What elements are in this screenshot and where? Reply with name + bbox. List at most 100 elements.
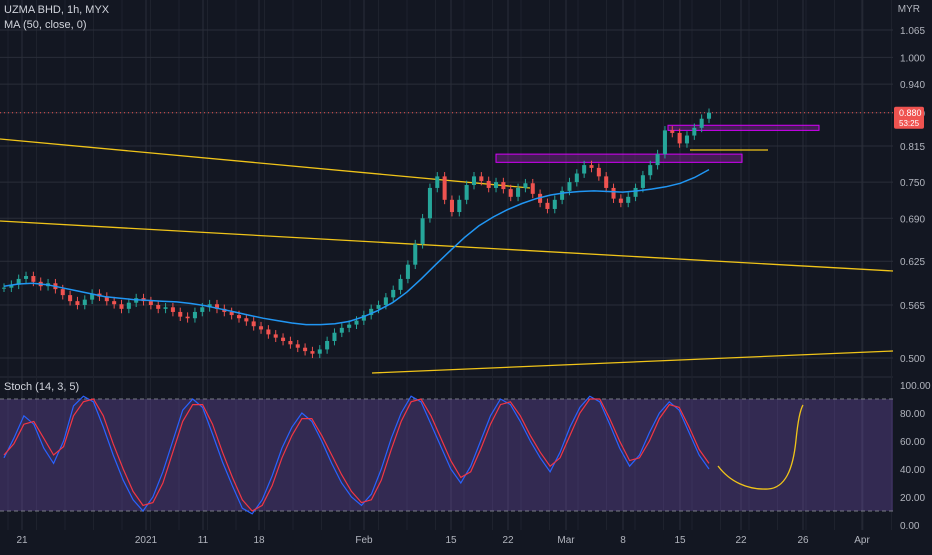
candle-body bbox=[530, 183, 535, 194]
y-tick-label: 0.750 bbox=[900, 178, 925, 189]
candle-body bbox=[383, 297, 388, 305]
candle-body bbox=[24, 276, 29, 279]
stoch-d-line bbox=[3, 398, 710, 512]
stoch-indicator-label[interactable]: Stoch (14, 3, 5) bbox=[4, 381, 80, 393]
candle-body bbox=[398, 278, 403, 290]
candle-body bbox=[596, 167, 601, 177]
candle-body bbox=[207, 304, 212, 308]
candle-body bbox=[68, 295, 73, 302]
axis-layer: 21 2021 11 18 Feb 15 22 Mar 8 15 22 26 Apr 1.065 1.000… bbox=[16, 26, 931, 546]
candle-body bbox=[420, 218, 425, 245]
current-price-label: 0.880 bbox=[899, 108, 922, 118]
stoch-tick-label: 40.00 bbox=[900, 465, 925, 476]
countdown-label: 53:25 bbox=[899, 119, 920, 128]
candle-body bbox=[236, 315, 242, 319]
stoch-projection-curve bbox=[717, 404, 804, 490]
candle-body bbox=[148, 301, 153, 305]
candle-body bbox=[339, 327, 344, 333]
y-tick-label: 0.690 bbox=[900, 214, 925, 225]
x-tick-label: 21 bbox=[16, 535, 28, 546]
x-tick-label: Mar bbox=[557, 535, 575, 546]
candle-body bbox=[633, 187, 638, 197]
candle-body bbox=[618, 198, 623, 203]
x-tick-label: 22 bbox=[735, 535, 747, 546]
stoch-k-line bbox=[3, 395, 710, 515]
x-tick-label: 8 bbox=[620, 535, 626, 546]
x-tick-label: 2021 bbox=[135, 535, 158, 546]
candle-body bbox=[449, 199, 454, 213]
candle-body bbox=[457, 199, 462, 213]
candle-body bbox=[170, 307, 175, 312]
x-tick-label: 15 bbox=[674, 535, 686, 546]
trendline-layer[interactable] bbox=[0, 138, 894, 374]
candle-body bbox=[295, 344, 300, 348]
ma-line bbox=[3, 168, 710, 326]
candle-body bbox=[244, 318, 249, 322]
ma-indicator-label[interactable]: MA (50, close, 0) bbox=[4, 19, 87, 31]
candle-body bbox=[670, 130, 675, 133]
candle-body bbox=[442, 176, 447, 200]
candle-body bbox=[251, 321, 256, 327]
candle-body bbox=[200, 307, 205, 312]
y-tick-label: 0.815 bbox=[900, 142, 925, 153]
candle-body bbox=[354, 320, 359, 325]
candle-body bbox=[90, 293, 95, 300]
support-trendline bbox=[371, 350, 894, 374]
symbol-title[interactable]: UZMA BHD, 1h, MYX bbox=[4, 4, 110, 16]
candle-body bbox=[82, 299, 87, 305]
candle-body bbox=[369, 308, 374, 316]
candle-body bbox=[266, 329, 271, 335]
candle-body bbox=[662, 130, 667, 155]
candle-body bbox=[178, 311, 183, 317]
candle-body bbox=[229, 311, 234, 316]
candle-body bbox=[376, 304, 381, 309]
candle-body bbox=[156, 304, 161, 309]
y-tick-label: 1.065 bbox=[900, 26, 925, 37]
candle-body bbox=[560, 190, 565, 200]
candle-body bbox=[640, 175, 645, 188]
candle-body bbox=[523, 183, 528, 188]
candle-body bbox=[413, 244, 418, 265]
candle-body bbox=[317, 349, 322, 354]
current-price-label-bg bbox=[894, 106, 924, 129]
stoch-band bbox=[0, 399, 893, 511]
candle-body bbox=[582, 165, 587, 174]
x-tick-label: 11 bbox=[198, 535, 209, 546]
x-tick-label: 26 bbox=[797, 535, 809, 546]
candle-body bbox=[574, 173, 579, 183]
candle-body bbox=[435, 176, 440, 188]
currency-label: MYR bbox=[897, 4, 920, 15]
candle-body bbox=[626, 196, 631, 203]
candle-body bbox=[655, 154, 660, 166]
candle-body bbox=[16, 278, 21, 285]
candle-body bbox=[112, 301, 117, 305]
candle-body bbox=[552, 199, 557, 209]
resistance-zone bbox=[495, 153, 743, 163]
candle-body bbox=[163, 307, 168, 309]
candle-body bbox=[347, 324, 352, 328]
candle-body bbox=[9, 284, 14, 288]
y-tick-label: 1.000 bbox=[900, 53, 925, 64]
candle-body bbox=[361, 315, 366, 321]
stoch-layer bbox=[0, 395, 893, 515]
candle-body bbox=[303, 347, 308, 352]
y-tick-label: 0.565 bbox=[900, 301, 925, 312]
y-tick-label: 0.625 bbox=[900, 257, 925, 268]
candle-body bbox=[31, 276, 36, 282]
candle-body bbox=[464, 185, 469, 200]
candle-body bbox=[214, 304, 219, 309]
candle-body bbox=[486, 180, 491, 188]
candle-body bbox=[706, 112, 712, 119]
lower-trendline bbox=[0, 220, 894, 272]
candle-body bbox=[494, 182, 499, 188]
candle-body bbox=[273, 334, 278, 338]
candle-body bbox=[692, 127, 697, 136]
ma-layer bbox=[3, 168, 710, 326]
y-tick-label: 0.500 bbox=[900, 354, 925, 365]
candle-body bbox=[192, 311, 197, 319]
stoch-tick-label: 20.00 bbox=[900, 493, 925, 504]
candle-body bbox=[119, 304, 124, 309]
candle-body bbox=[604, 176, 609, 188]
